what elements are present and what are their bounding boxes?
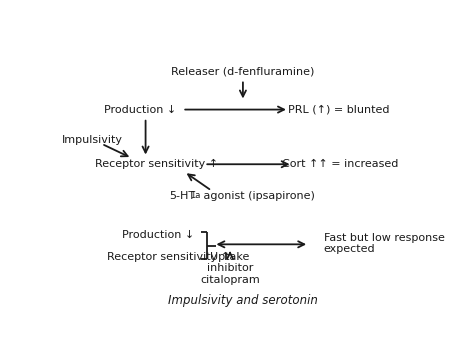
Text: Impulsivity and serotonin: Impulsivity and serotonin <box>168 294 318 307</box>
Text: Receptor sensitivity ↑: Receptor sensitivity ↑ <box>95 159 218 169</box>
Text: Production ↓: Production ↓ <box>104 105 176 115</box>
Text: Releaser (d-fenfluramine): Releaser (d-fenfluramine) <box>171 66 315 76</box>
Text: PRL (↑) = blunted: PRL (↑) = blunted <box>288 105 389 115</box>
Text: Production ↓: Production ↓ <box>122 230 194 240</box>
Text: Cort ↑↑ = increased: Cort ↑↑ = increased <box>282 159 399 169</box>
Text: 1a: 1a <box>190 191 201 200</box>
Text: Receptor sensitivity ↑: Receptor sensitivity ↑ <box>107 252 230 262</box>
Text: agonist (ipsapirone): agonist (ipsapirone) <box>200 191 315 201</box>
Text: Fast but low response
expected: Fast but low response expected <box>324 233 445 254</box>
Text: Impulsivity: Impulsivity <box>62 135 123 144</box>
Text: 5-HT: 5-HT <box>169 191 196 201</box>
Text: Uptake
inhibitor
citalopram: Uptake inhibitor citalopram <box>200 251 260 285</box>
